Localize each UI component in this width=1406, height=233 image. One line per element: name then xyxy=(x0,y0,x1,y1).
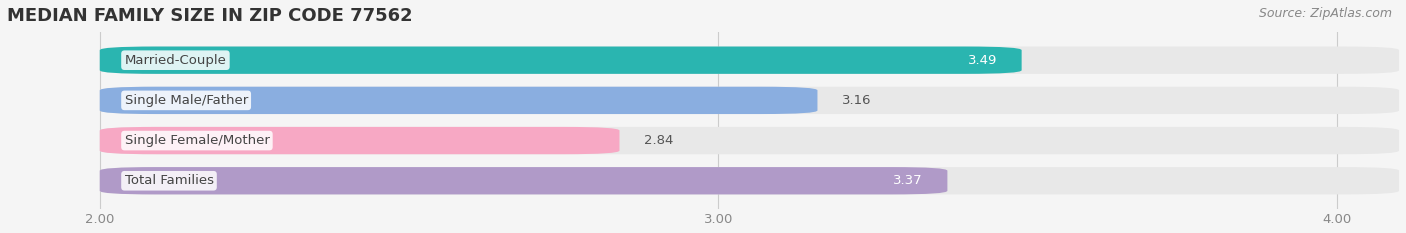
FancyBboxPatch shape xyxy=(100,47,1399,74)
FancyBboxPatch shape xyxy=(100,127,620,154)
FancyBboxPatch shape xyxy=(100,127,1399,154)
Text: Single Female/Mother: Single Female/Mother xyxy=(125,134,270,147)
Text: Single Male/Father: Single Male/Father xyxy=(125,94,247,107)
Text: 3.49: 3.49 xyxy=(967,54,997,67)
FancyBboxPatch shape xyxy=(100,167,1399,194)
Text: 3.37: 3.37 xyxy=(893,174,922,187)
FancyBboxPatch shape xyxy=(100,87,817,114)
Text: Source: ZipAtlas.com: Source: ZipAtlas.com xyxy=(1258,7,1392,20)
Text: MEDIAN FAMILY SIZE IN ZIP CODE 77562: MEDIAN FAMILY SIZE IN ZIP CODE 77562 xyxy=(7,7,412,25)
FancyBboxPatch shape xyxy=(100,167,948,194)
Text: Married-Couple: Married-Couple xyxy=(125,54,226,67)
Text: Total Families: Total Families xyxy=(125,174,214,187)
Text: 3.16: 3.16 xyxy=(842,94,872,107)
FancyBboxPatch shape xyxy=(100,87,1399,114)
Text: 2.84: 2.84 xyxy=(644,134,673,147)
FancyBboxPatch shape xyxy=(100,47,1022,74)
